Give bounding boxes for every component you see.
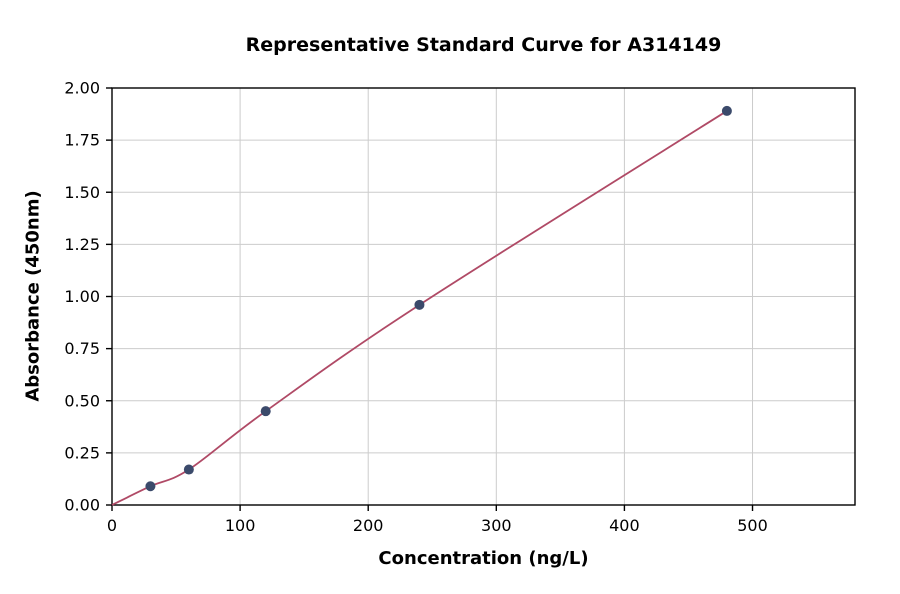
chart-title: Representative Standard Curve for A31414… — [245, 34, 722, 56]
y-tick-label: 0.25 — [64, 443, 100, 462]
y-tick-label: 1.75 — [64, 131, 100, 150]
x-tick-label: 100 — [225, 516, 256, 535]
y-tick-label: 0.00 — [64, 496, 100, 515]
y-tick-label: 0.50 — [64, 391, 100, 410]
data-point — [721, 105, 732, 116]
x-tick-label: 300 — [481, 516, 512, 535]
y-tick-label: 1.25 — [64, 235, 100, 254]
x-axis-label: Concentration (ng/L) — [378, 548, 589, 569]
data-point — [145, 481, 156, 492]
x-tick-label: 400 — [609, 516, 640, 535]
data-point — [414, 299, 425, 310]
data-point — [183, 464, 194, 475]
y-tick-label: 0.75 — [64, 339, 100, 358]
y-tick-label: 1.50 — [64, 183, 100, 202]
y-tick-label: 2.00 — [64, 79, 100, 98]
data-point — [260, 406, 271, 417]
x-tick-label: 200 — [353, 516, 384, 535]
x-tick-label: 500 — [737, 516, 768, 535]
x-tick-label: 0 — [107, 516, 117, 535]
y-tick-label: 1.00 — [64, 287, 100, 306]
